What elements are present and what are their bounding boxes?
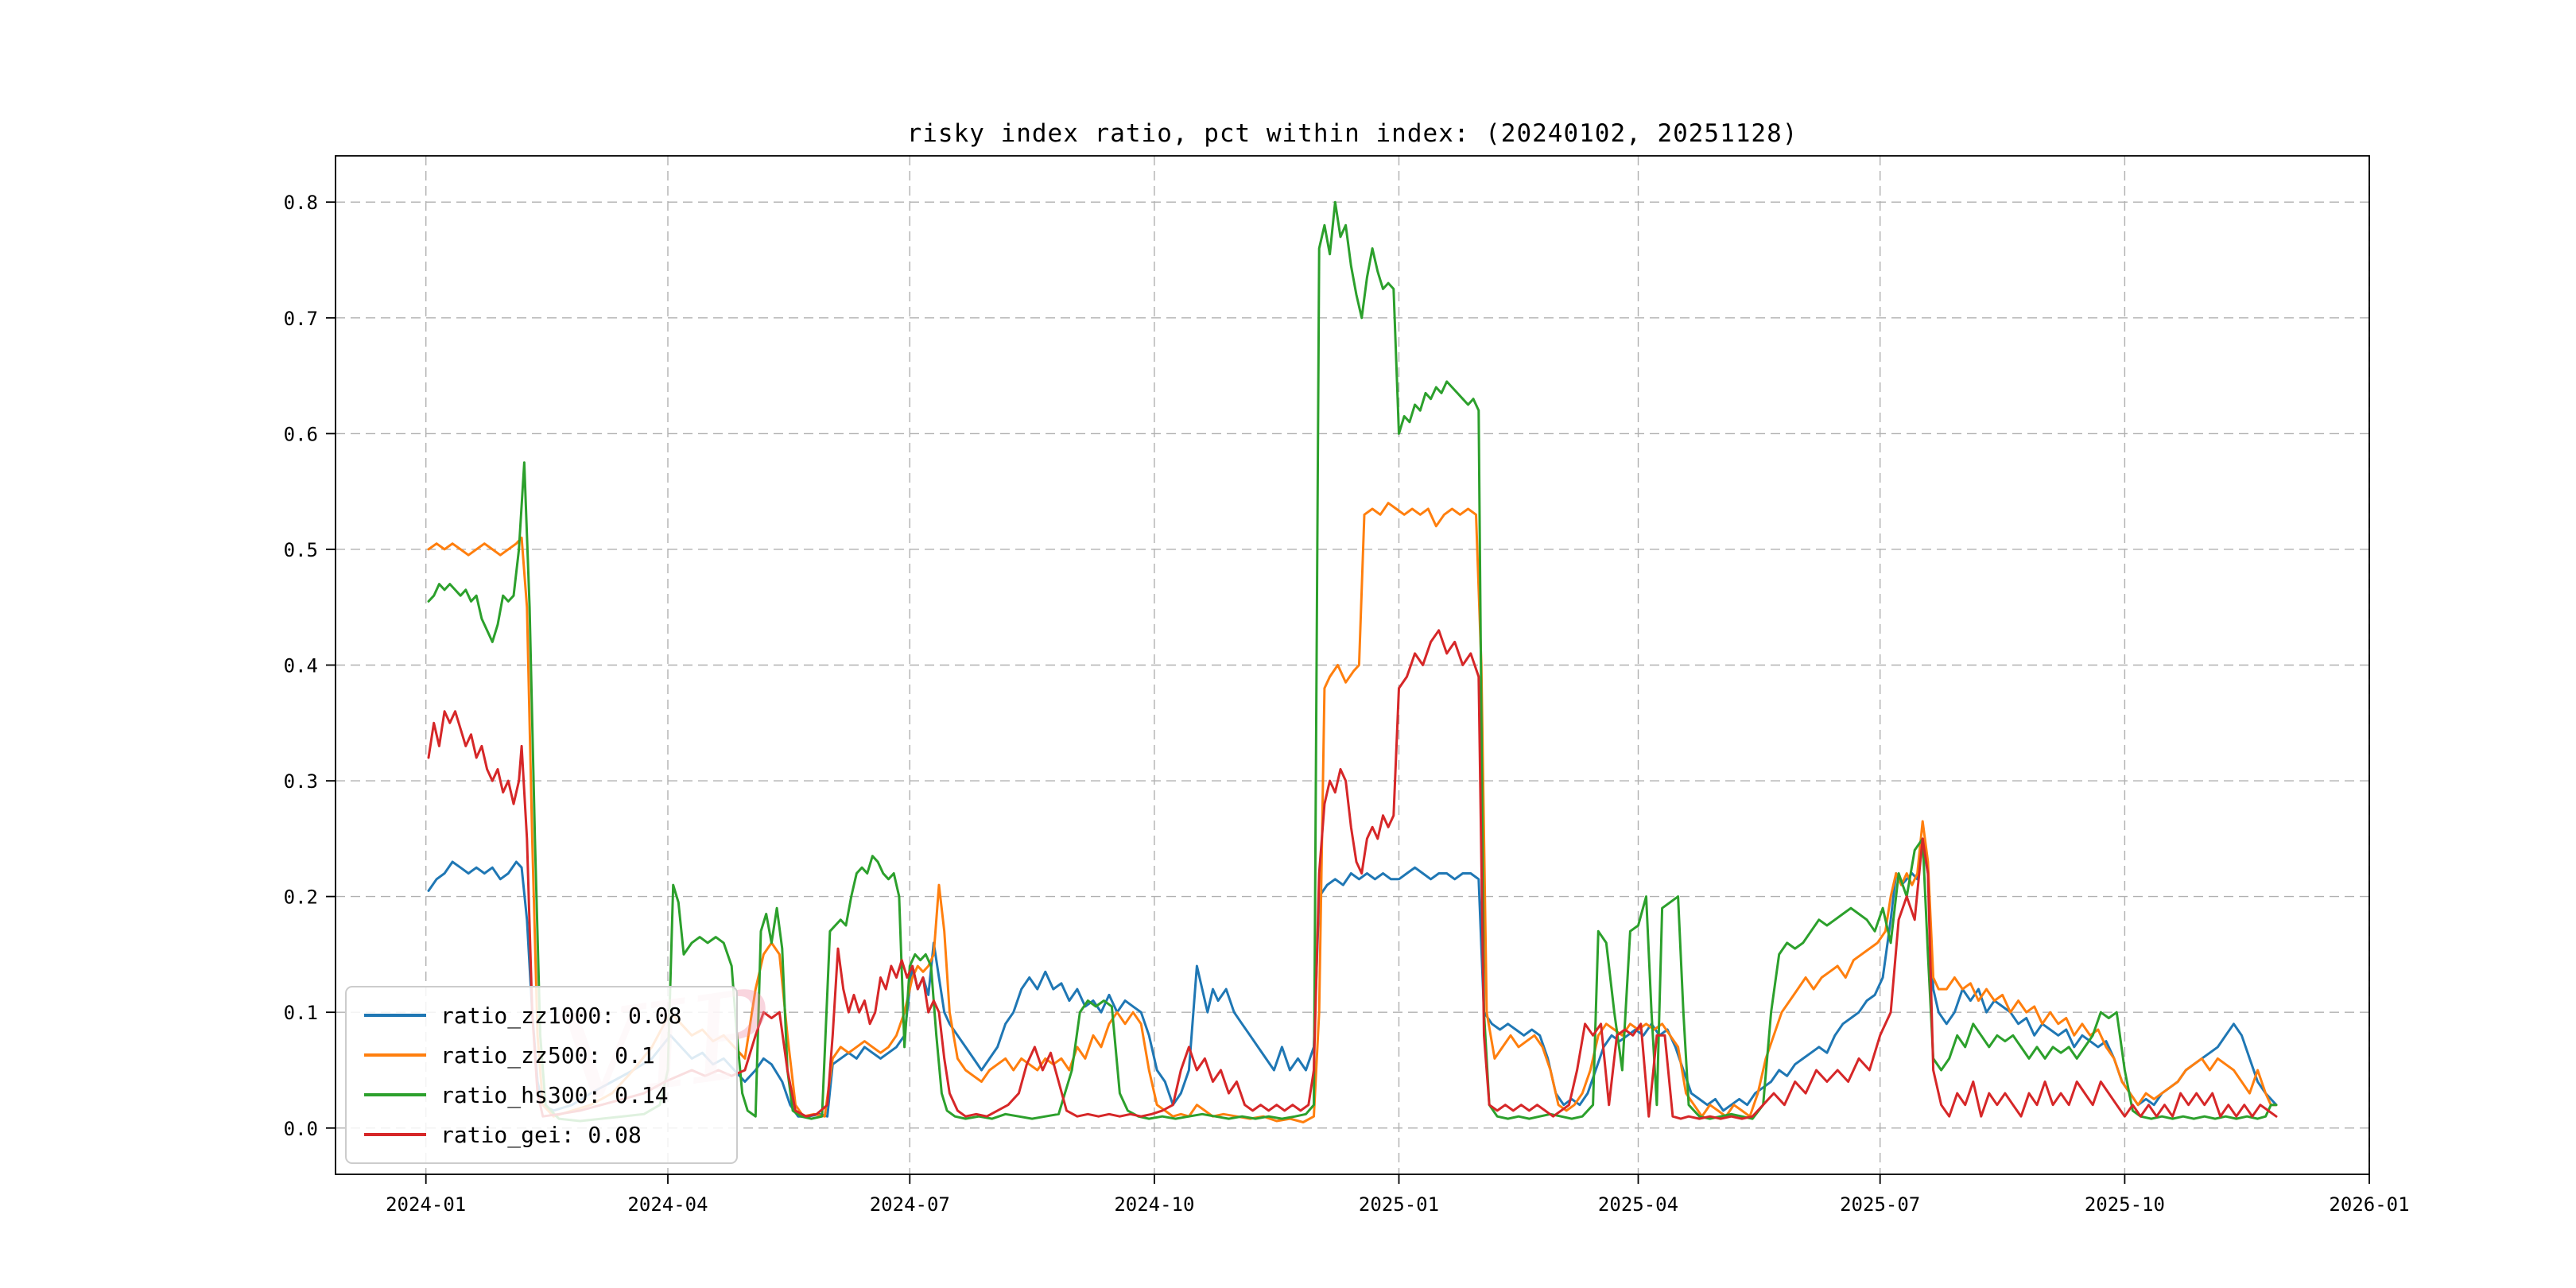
legend-swatch-zz1000 [364, 1014, 426, 1017]
x-tick-label: 2024-01 [386, 1193, 466, 1216]
legend: ratio_zz1000: 0.08 ratio_zz500: 0.1 rati… [345, 986, 738, 1164]
y-tick-label: 0.3 [284, 770, 318, 793]
y-tick-label: 0.6 [284, 423, 318, 445]
legend-label-zz1000: ratio_zz1000: 0.08 [440, 1002, 682, 1029]
legend-swatch-zz500 [364, 1053, 426, 1057]
legend-swatch-gei [364, 1133, 426, 1136]
y-tick-label: 0.2 [284, 886, 318, 909]
chart-title: risky index ratio, pct within index: (20… [906, 119, 1798, 148]
y-tick-label: 0.1 [284, 1002, 318, 1024]
x-tick-label: 2024-04 [627, 1193, 708, 1216]
legend-item-ratio-zz1000: ratio_zz1000: 0.08 [364, 1003, 719, 1029]
x-tick-label: 2024-10 [1114, 1193, 1194, 1216]
y-tick-label: 0.0 [284, 1118, 318, 1140]
x-tick-label: 2025-10 [2085, 1193, 2165, 1216]
y-tick-label: 0.7 [284, 308, 318, 330]
legend-label-hs300: ratio_hs300: 0.14 [440, 1081, 669, 1108]
y-tick-label: 0.4 [284, 655, 318, 677]
series-ratio_hs300 [427, 200, 2278, 1123]
y-tick-label: 0.5 [284, 539, 318, 561]
legend-label-zz500: ratio_zz500: 0.1 [440, 1042, 655, 1069]
legend-item-ratio-gei: ratio_gei: 0.08 [364, 1122, 719, 1148]
legend-item-ratio-hs300: ratio_hs300: 0.14 [364, 1082, 719, 1108]
legend-item-ratio-zz500: ratio_zz500: 0.1 [364, 1042, 719, 1069]
x-tick-label: 2025-04 [1598, 1193, 1678, 1216]
x-tick-label: 2024-07 [870, 1193, 950, 1216]
x-tick-label: 2025-07 [1840, 1193, 1920, 1216]
y-tick-label: 0.8 [284, 192, 318, 214]
legend-swatch-hs300 [364, 1093, 426, 1096]
legend-label-gei: ratio_gei: 0.08 [440, 1121, 642, 1148]
x-tick-label: 2025-01 [1359, 1193, 1439, 1216]
series-ratio_gei [427, 629, 2278, 1120]
x-tick-label: 2026-01 [2329, 1193, 2409, 1216]
